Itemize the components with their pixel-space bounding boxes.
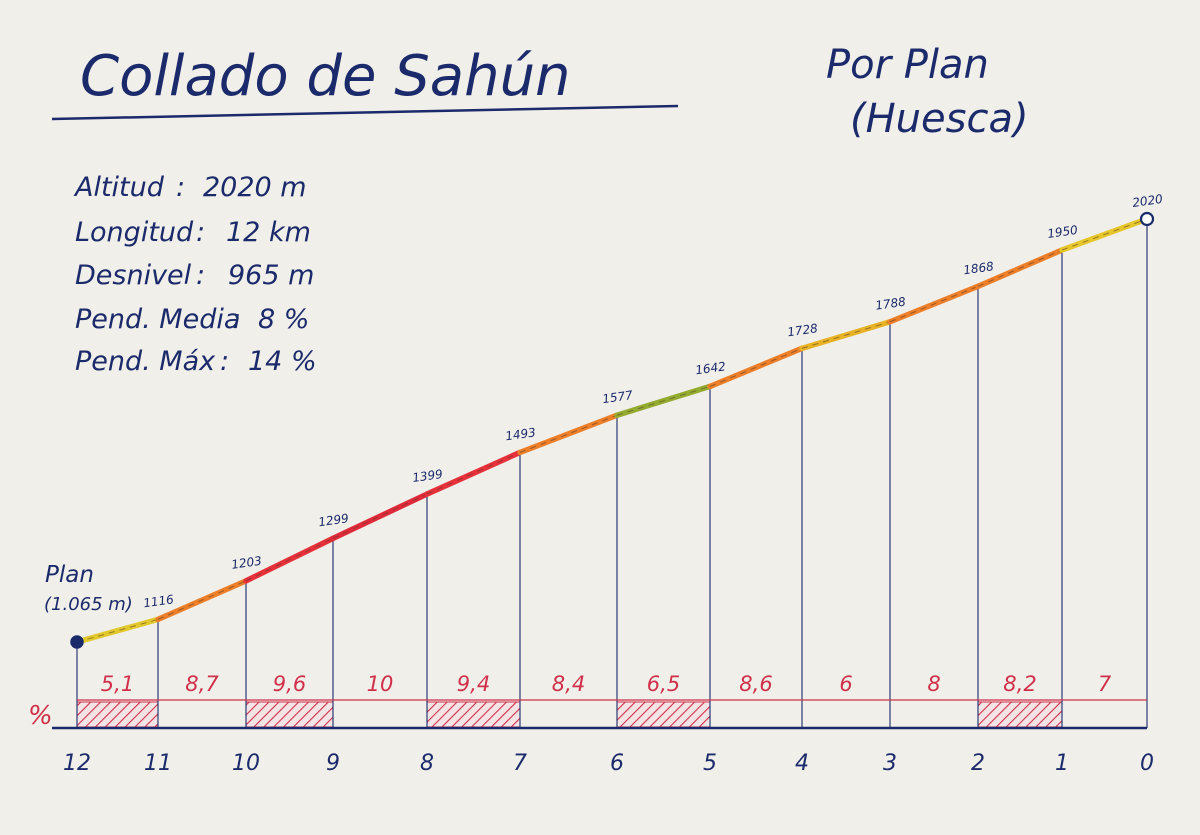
grade-label: 8,6: [739, 672, 772, 696]
stat-label: Longitud: [75, 217, 194, 248]
altitude-label: 1203: [230, 554, 262, 572]
profile-line: [74, 216, 1150, 645]
summit-point: [1139, 211, 1155, 227]
grade-label: 9,6: [273, 672, 306, 696]
stat-value: 14 %: [248, 346, 317, 377]
km-tick-label: 12: [63, 751, 91, 776]
start-point: [70, 635, 84, 649]
stat-colon: :: [196, 260, 205, 291]
grade-label: 8,7: [185, 672, 219, 696]
stat-colon: :: [232, 304, 241, 335]
percent-symbol: %: [28, 701, 53, 731]
start-name: Plan: [45, 562, 94, 588]
profile-segment-ink: [977, 249, 1063, 287]
profile-points: [70, 211, 1155, 649]
stats-block: Altitud : 2020 m Longitud : 12 km Desniv…: [73, 172, 317, 377]
profile-segment-ink: [889, 285, 979, 323]
stat-label: Altitud: [73, 172, 165, 203]
stat-colon: :: [176, 172, 185, 203]
km-tick-label: 11: [144, 751, 172, 776]
altitude-label: 1493: [504, 425, 536, 443]
title-underline: [51, 104, 679, 121]
grade-label: 8,2: [1003, 672, 1036, 696]
stat-label: Desnivel: [75, 260, 192, 291]
profile-segment-ink: [426, 451, 521, 495]
stat-colon: :: [196, 217, 205, 248]
stat-label: Pend. Máx: [75, 346, 216, 377]
page-title: Collado de Sahún: [80, 44, 571, 109]
hatched-segment: [616, 701, 711, 728]
km-tick-label: 6: [610, 751, 624, 776]
km-tick-label: 7: [513, 751, 527, 776]
hatched-segments: [76, 701, 1063, 728]
altitude-label: 1577: [601, 388, 634, 406]
altitude-label: 1950: [1046, 223, 1079, 241]
grade-label: 6,5: [647, 672, 680, 696]
profile-segment-ink: [616, 385, 711, 416]
altitude-label: 1299: [317, 511, 349, 529]
altitude-labels: 1116 1203 1299 1399 1493 1577 1642 1728 1788 1868…: [142, 192, 1164, 611]
altitude-label: 1728: [786, 321, 819, 339]
km-tick-label: 9: [326, 751, 340, 776]
km-tick-label: 1: [1055, 751, 1069, 776]
km-tick-label: 0: [1140, 751, 1154, 776]
profile-segment: [330, 491, 430, 542]
axes: [52, 699, 1147, 730]
profile-segment: [517, 412, 620, 456]
hatched-segment: [245, 701, 334, 728]
altitude-label: 2020: [1131, 192, 1164, 210]
subtitle-line-1: Por Plan: [826, 42, 989, 88]
start-altitude: (1.065 m): [44, 594, 133, 615]
altitude-label: 1116: [142, 592, 175, 610]
stat-colon: :: [220, 346, 229, 377]
grade-label: 8: [927, 672, 940, 696]
grade-label: 7: [1098, 672, 1112, 696]
km-tick-label: 8: [420, 751, 434, 776]
hatched-segment: [76, 701, 159, 728]
altitude-label: 1868: [962, 259, 995, 277]
grade-label: 9,4: [457, 672, 490, 696]
profile-segment-ink: [157, 580, 247, 620]
stat-label: Pend. Media: [75, 304, 240, 335]
stat-value: 965 m: [228, 260, 314, 291]
profile-segment-ink: [801, 321, 891, 349]
km-tick-label: 3: [883, 751, 897, 776]
grade-label: 10: [367, 672, 394, 696]
altitude-label: 1399: [411, 467, 443, 485]
grade-label: 6: [839, 672, 852, 696]
profile-segment-ink: [1061, 218, 1148, 251]
profile-segment-ink: [245, 537, 334, 582]
subtitle-line-2: (Huesca): [850, 96, 1029, 142]
altitude-label: 1788: [874, 295, 907, 313]
grade-labels: 5,1 8,7 9,6 10 9,4 8,4 6,5 8,6 6 8 8,2 7: [101, 672, 1112, 696]
km-tick-label: 5: [703, 751, 717, 776]
km-tick-labels: 12 11 10 9 8 7 6 5 4 3 2 1 0: [63, 751, 1154, 776]
km-tick-label: 4: [795, 751, 809, 776]
grade-label: 5,1: [101, 672, 134, 696]
stat-value: 2020 m: [203, 172, 307, 203]
hatched-segment: [426, 701, 521, 728]
hatched-segment: [977, 701, 1063, 728]
stat-value: 8 %: [258, 304, 309, 335]
grade-label: 8,4: [552, 672, 585, 696]
stat-value: 12 km: [226, 217, 311, 248]
profile-segment-ink: [709, 347, 803, 387]
profile-segment-ink: [76, 618, 159, 643]
km-tick-label: 10: [232, 751, 260, 776]
altitude-label: 1642: [694, 359, 726, 377]
km-gridlines: [76, 219, 1148, 728]
km-tick-label: 2: [971, 751, 985, 776]
